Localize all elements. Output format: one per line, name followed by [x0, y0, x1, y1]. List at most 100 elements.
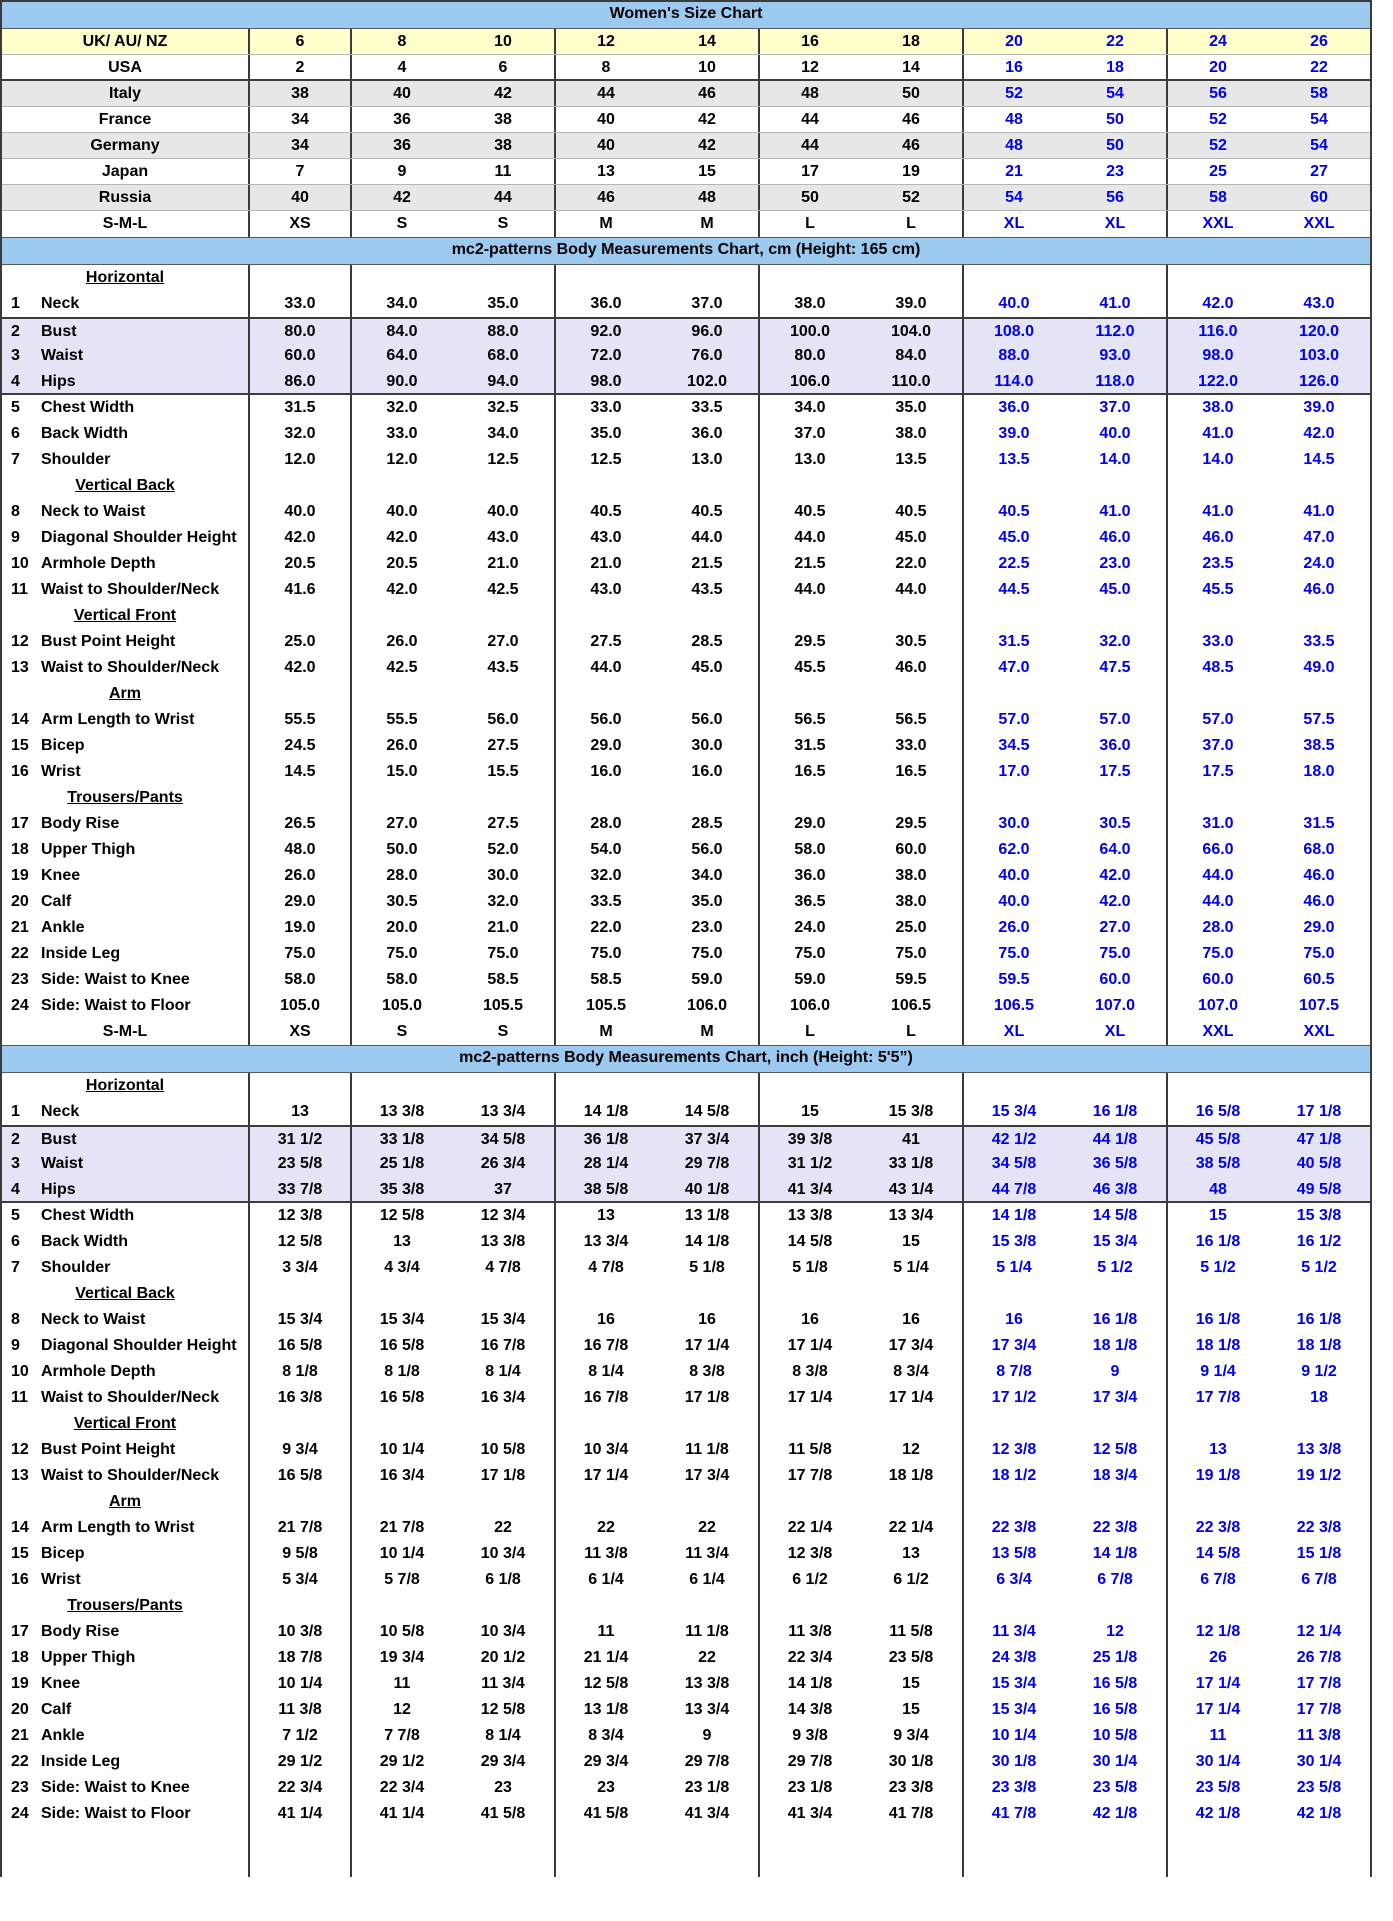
- measurement-row: 22 Inside Leg 29 1/2 29 1/2 29 3/4 29 3/4 29 7…: [2, 1749, 1370, 1775]
- row-number: 18: [11, 1649, 29, 1666]
- value-cell: 42: [698, 137, 716, 154]
- value-cell: 44.0: [554, 655, 656, 681]
- value-cell: 17.0: [962, 759, 1064, 785]
- value-cell: 15 3/4: [962, 1099, 1064, 1125]
- value-cell: [656, 603, 758, 629]
- measurement-row: 6 Back Width 12 5/8 13 13 3/8 13 3/4 14 1/8 14 …: [2, 1229, 1370, 1255]
- value-cell: 26.0: [350, 629, 452, 655]
- value-cell: 23 5/8: [888, 1649, 934, 1666]
- value-cell: 40.5: [962, 499, 1064, 525]
- value-cell: 47.0: [962, 655, 1064, 681]
- group-heading-text: Vertical Front: [73, 1415, 177, 1432]
- size-row: Japan 7 9 11 13 15 17 19 21 23 25 27: [2, 159, 1370, 185]
- value-cell: 17 1/4: [1166, 1671, 1268, 1697]
- value-cell: 44.5: [962, 577, 1064, 603]
- value-cell: 12: [1106, 1623, 1124, 1640]
- row-label: 9 Diagonal Shoulder Height: [2, 525, 248, 551]
- value-cell: 26.0: [350, 733, 452, 759]
- value-cell: 11 1/8: [685, 1441, 729, 1458]
- row-label-text: Calf: [41, 1701, 72, 1718]
- value-cell: [1268, 681, 1370, 707]
- value-cell: 35.0: [895, 399, 927, 416]
- value-cell: [758, 473, 860, 499]
- row-label-text: Neck: [41, 295, 80, 312]
- size-row: Russia 40 42 44 46 48 50 52 54 56 58 60: [2, 185, 1370, 211]
- value-cell: [350, 603, 452, 629]
- value-cell: 50: [1106, 111, 1124, 128]
- value-cell: 32.5: [487, 399, 519, 416]
- value-cell: 40.0: [350, 499, 452, 525]
- row-number: 20: [11, 1701, 29, 1718]
- value-cell: [1166, 473, 1268, 499]
- value-cell: 5 1/2: [1301, 1259, 1337, 1276]
- value-cell: 9 3/8: [758, 1723, 860, 1749]
- measurement-row: 17 Body Rise 26.5 27.0 27.5 28.0 28.5 29.0 29.5 3…: [2, 811, 1370, 837]
- value-cell: 44.0: [758, 577, 860, 603]
- value-cell: 9 1/2: [1301, 1363, 1337, 1380]
- value-cell: 13 3/4: [480, 1103, 526, 1120]
- row-number: 7: [11, 451, 20, 468]
- value-cell: 20.0: [350, 915, 452, 941]
- value-cell: 10 5/8: [350, 1619, 452, 1645]
- row-number: 22: [11, 1753, 29, 1770]
- value-cell: 15 3/4: [962, 1697, 1064, 1723]
- measurement-row: 24 Side: Waist to Floor 105.0 105.0 105.5 105…: [2, 993, 1370, 1019]
- measurement-row: Trousers/Pants: [2, 785, 1370, 811]
- value-cell: 102.0: [686, 373, 728, 390]
- value-cell: 46.0: [1303, 581, 1335, 598]
- value-cell: 41 5/8: [480, 1805, 526, 1822]
- row-label-text: Diagonal Shoulder Height: [41, 529, 237, 546]
- value-cell: [656, 681, 758, 707]
- value-cell: 6 1/2: [758, 1567, 860, 1593]
- value-cell: 56: [1106, 189, 1124, 206]
- value-cell: 46: [902, 137, 920, 154]
- cm-measurements-section: Horizontal 1 Neck 33.0 34.0 35.0 36.0 37.0 38.0 3…: [2, 265, 1370, 1045]
- value-cell: 23.0: [691, 919, 723, 936]
- value-cell: 13: [1166, 1437, 1268, 1463]
- value-cell: 107.5: [1298, 997, 1340, 1014]
- value-cell: 42.0: [248, 525, 350, 551]
- value-cell: 52: [902, 189, 920, 206]
- value-cell: 32.0: [248, 421, 350, 447]
- value-cell: 105.5: [482, 997, 524, 1014]
- value-cell: [554, 785, 656, 811]
- value-cell: 18.0: [1303, 763, 1335, 780]
- value-cell: [962, 1073, 1064, 1099]
- value-cell: 12 5/8: [554, 1671, 656, 1697]
- row-label: 13 Waist to Shoulder/Neck: [2, 1463, 248, 1489]
- row-number: 10: [11, 1363, 29, 1380]
- value-cell: [1268, 785, 1370, 811]
- value-cell: 17 1/8: [684, 1389, 730, 1406]
- value-cell: 33.5: [1303, 633, 1335, 650]
- value-cell: [350, 1411, 452, 1437]
- value-cell: [1064, 473, 1166, 499]
- value-cell: 30 1/8: [888, 1753, 934, 1770]
- value-cell: 120.0: [1298, 323, 1340, 340]
- value-cell: 48: [758, 81, 860, 106]
- measurement-row: Trousers/Pants: [2, 1593, 1370, 1619]
- value-cell: 40 5/8: [1296, 1155, 1342, 1172]
- value-cell: 17 7/8: [1166, 1385, 1268, 1411]
- value-cell: 15 3/4: [248, 1307, 350, 1333]
- value-cell: 68.0: [487, 347, 519, 364]
- row-label: UK/ AU/ NZ: [82, 33, 168, 50]
- row-label: 24 Side: Waist to Floor: [2, 993, 248, 1019]
- value-cell: 9 5/8: [248, 1541, 350, 1567]
- value-cell: 17 3/4: [1092, 1389, 1138, 1406]
- value-cell: 15: [1166, 1203, 1268, 1229]
- value-cell: 22 3/4: [350, 1775, 452, 1801]
- value-cell: 16: [902, 1311, 920, 1328]
- value-cell: [656, 1593, 758, 1619]
- value-cell: [1166, 265, 1268, 291]
- value-cell: 86.0: [248, 369, 350, 393]
- value-cell: 41 3/4: [758, 1801, 860, 1827]
- value-cell: 12 1/8: [1166, 1619, 1268, 1645]
- value-cell: 48: [1166, 1177, 1268, 1201]
- value-cell: 22: [494, 1519, 512, 1536]
- value-cell: 29 7/8: [758, 1749, 860, 1775]
- row-number: 6: [11, 1233, 20, 1250]
- value-cell: [1064, 1281, 1166, 1307]
- measurement-row: 23 Side: Waist to Knee 22 3/4 22 3/4 23 23 23 …: [2, 1775, 1370, 1801]
- row-number: 6: [11, 425, 20, 442]
- value-cell: [758, 1411, 860, 1437]
